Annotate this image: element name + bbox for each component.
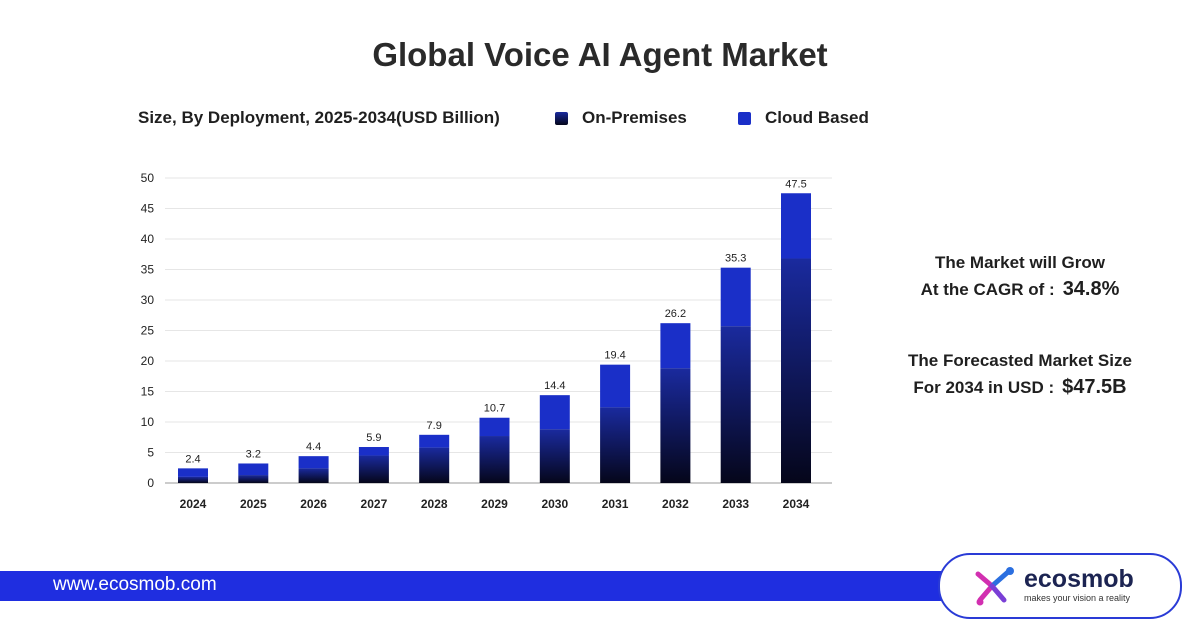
ecosmob-logo-mark-icon — [975, 567, 1014, 606]
bar-on-premises — [298, 468, 329, 483]
bar-cloud-based — [600, 364, 631, 408]
cagr-value: 34.8% — [1062, 278, 1120, 300]
legend-item-cloud-based: Cloud Based — [738, 108, 869, 128]
bar-cloud-based — [358, 447, 389, 456]
labels: 051015202530354045502.420243.220254.4202… — [141, 171, 810, 511]
y-tick-label: 25 — [141, 324, 155, 338]
bar-on-premises — [600, 407, 631, 483]
x-tick-label: 2033 — [722, 497, 749, 511]
bar-cloud-based — [539, 395, 570, 430]
market-size-line2-row: For 2034 in USD : $47.5B — [870, 374, 1170, 401]
legend-label-on-premises: On-Premises — [582, 108, 687, 127]
logo-tagline: makes your vision a reality — [1024, 593, 1131, 603]
x-tick-label: 2029 — [481, 497, 508, 511]
chart-title: Global Voice AI Agent Market — [372, 36, 828, 73]
legend-label-cloud-based: Cloud Based — [765, 108, 869, 127]
chart-subtitle: Size, By Deployment, 2025-2034(USD Billi… — [138, 108, 500, 127]
bar-total-label: 19.4 — [604, 350, 625, 362]
cagr-line2-row: At the CAGR of : 34.8% — [870, 276, 1170, 303]
y-tick-label: 0 — [147, 476, 154, 490]
logo-name: ecosmob — [1024, 565, 1134, 593]
cagr-stat: The Market will Grow At the CAGR of : 34.… — [870, 250, 1170, 303]
y-tick-label: 15 — [141, 385, 155, 399]
cagr-line2: At the CAGR of : — [920, 280, 1055, 299]
x-tick-label: 2030 — [541, 497, 568, 511]
bar-total-label: 14.4 — [544, 380, 565, 392]
y-tick-label: 5 — [147, 446, 154, 460]
x-tick-label: 2028 — [421, 497, 448, 511]
bar-on-premises — [720, 326, 751, 483]
x-tick-label: 2027 — [361, 497, 388, 511]
market-size-line1: The Forecasted Market Size — [908, 351, 1132, 370]
bar-on-premises — [781, 258, 811, 483]
footer-url-link[interactable]: www.ecosmob.com — [53, 574, 217, 595]
bars — [178, 193, 811, 483]
bar-on-premises — [479, 436, 510, 483]
bar-total-label: 35.3 — [725, 253, 746, 265]
bar-total-label: 47.5 — [785, 178, 806, 190]
bar-on-premises — [419, 447, 450, 483]
legend-item-on-premises: On-Premises — [555, 108, 687, 128]
bar-cloud-based — [720, 267, 751, 327]
bar-on-premises — [358, 455, 389, 483]
y-tick-label: 20 — [141, 354, 155, 368]
bar-total-label: 26.2 — [665, 308, 686, 320]
bar-total-label: 7.9 — [427, 420, 442, 432]
market-size-value: $47.5B — [1062, 376, 1127, 398]
market-size-stat: The Forecasted Market Size For 2034 in U… — [870, 348, 1170, 401]
bar-cloud-based — [781, 193, 811, 259]
bar-cloud-based — [238, 463, 269, 476]
legend-swatch-on-premises — [555, 111, 568, 125]
x-tick-label: 2026 — [300, 497, 327, 511]
bar-on-premises — [539, 429, 570, 483]
bar-on-premises — [238, 475, 269, 483]
bar-total-label: 2.4 — [185, 453, 200, 465]
y-tick-label: 30 — [141, 293, 155, 307]
bar-on-premises — [178, 476, 208, 483]
bar-total-label: 5.9 — [366, 432, 381, 444]
bar-cloud-based — [298, 456, 329, 469]
x-tick-label: 2032 — [662, 497, 689, 511]
x-tick-label: 2031 — [602, 497, 629, 511]
footer-bar — [0, 571, 1000, 601]
bar-cloud-based — [479, 417, 510, 437]
bar-total-label: 3.2 — [246, 448, 261, 460]
x-tick-label: 2034 — [783, 497, 810, 511]
x-tick-label: 2025 — [240, 497, 267, 511]
bar-cloud-based — [178, 468, 208, 477]
legend-swatch-cloud-based — [738, 111, 751, 125]
cagr-line1: The Market will Grow — [934, 253, 1106, 272]
bar-total-label: 10.7 — [484, 403, 505, 415]
market-size-line2: For 2034 in USD : — [913, 378, 1055, 397]
y-tick-label: 10 — [141, 415, 155, 429]
y-tick-label: 50 — [141, 171, 155, 185]
y-tick-label: 35 — [141, 263, 155, 277]
logo-container[interactable] — [938, 553, 1182, 619]
bar-total-label: 4.4 — [306, 441, 321, 453]
bar-cloud-based — [660, 323, 691, 369]
bar-cloud-based — [419, 434, 450, 448]
x-tick-label: 2024 — [180, 497, 207, 511]
y-tick-label: 40 — [141, 232, 155, 246]
y-tick-label: 45 — [141, 202, 155, 216]
bar-on-premises — [660, 368, 691, 483]
